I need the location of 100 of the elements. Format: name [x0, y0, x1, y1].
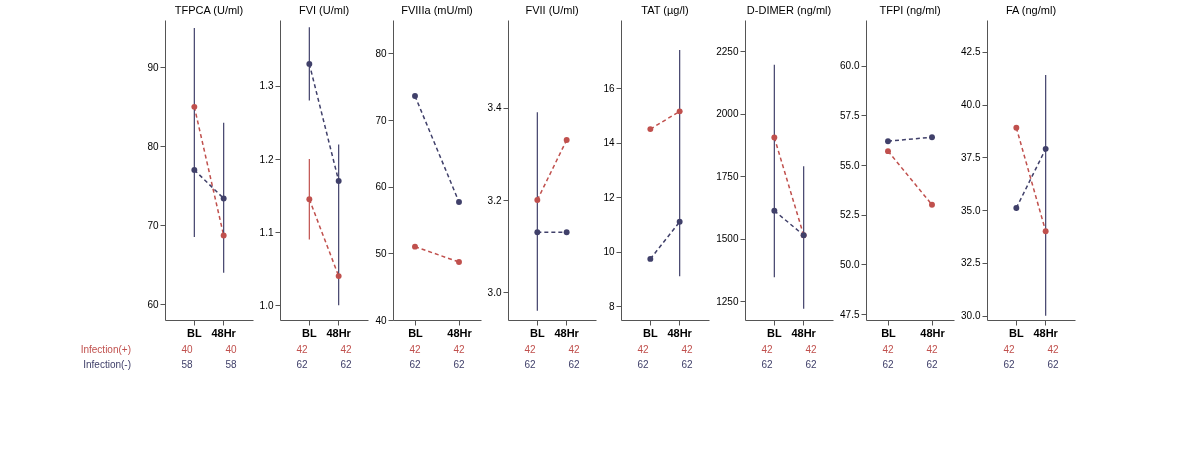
y-tick-label: 52.5 — [840, 209, 860, 221]
text: 42 — [568, 343, 580, 355]
x-tick-label: 48Hr — [326, 326, 352, 339]
y-tick-label: 1.2 — [259, 153, 274, 165]
text: 62 — [681, 358, 693, 370]
point — [534, 229, 541, 236]
x-tick-label: BL — [408, 326, 424, 339]
y-tick-label: 1750 — [716, 170, 739, 182]
text: 62 — [568, 358, 580, 370]
point — [412, 93, 418, 99]
text: 62 — [1047, 358, 1059, 370]
text: 62 — [296, 358, 308, 370]
point — [771, 134, 778, 141]
point — [456, 259, 462, 265]
y-tick-label: 16 — [603, 82, 615, 94]
y-tick-label: 2250 — [716, 45, 739, 57]
x-tick-label: 48Hr — [554, 326, 580, 339]
chart-title: FVI (U/ml) — [298, 4, 350, 16]
y-tick-label: 1.3 — [259, 80, 274, 92]
y-tick-label: 35.0 — [961, 204, 981, 216]
text: 42 — [453, 343, 465, 355]
y-tick-label: 12 — [603, 191, 615, 203]
point — [1042, 145, 1049, 152]
text: 42 — [524, 343, 536, 355]
y-tick-label: 90 — [147, 61, 159, 73]
point — [1042, 228, 1049, 235]
point — [456, 199, 462, 205]
chart-title: FVIIIa (mU/ml) — [401, 4, 473, 16]
x-tick-label: BL — [881, 326, 897, 339]
y-tick-label: 1.0 — [259, 299, 274, 311]
text: 62 — [882, 358, 894, 370]
text: 40 — [181, 343, 193, 355]
y-tick-label: 57.5 — [840, 109, 860, 121]
point — [1013, 124, 1020, 131]
text: 62 — [1003, 358, 1015, 370]
x-tick-label: BL — [767, 326, 782, 339]
text: 42 — [926, 343, 938, 355]
y-tick-label: 3.4 — [487, 102, 502, 114]
text: 42 — [409, 343, 421, 355]
text: 42 — [882, 343, 894, 355]
text: Infection(+) — [80, 343, 131, 355]
point — [885, 148, 891, 155]
text: 62 — [340, 358, 352, 370]
y-tick-label: 3.2 — [487, 194, 502, 206]
text: 62 — [637, 358, 649, 370]
point — [563, 229, 570, 236]
text: 42 — [1047, 343, 1059, 355]
y-tick-label: 1.1 — [259, 226, 274, 238]
y-tick-label: 47.5 — [840, 308, 860, 320]
text: 42 — [805, 343, 817, 355]
y-tick-label: 32.5 — [961, 257, 981, 269]
y-tick-label: 60 — [375, 181, 387, 193]
point — [676, 218, 683, 225]
y-tick-label: 42.5 — [961, 46, 981, 58]
y-tick-label: 70 — [375, 114, 387, 126]
chart-title: FA (ng/ml) — [1005, 4, 1057, 16]
text: 62 — [409, 358, 421, 370]
x-tick-label: 48Hr — [211, 326, 237, 339]
text: 42 — [1003, 343, 1015, 355]
x-tick-label: BL — [643, 326, 658, 339]
point — [885, 138, 891, 145]
point — [929, 134, 935, 141]
x-tick-label: BL — [1009, 326, 1024, 339]
x-tick-label: 48Hr — [1033, 326, 1059, 339]
y-tick-label: 8 — [608, 300, 615, 312]
chart-title: TFPI (ng/ml) — [879, 4, 941, 16]
y-tick-label: 40 — [375, 314, 387, 326]
y-tick-label: 3.0 — [487, 286, 502, 298]
y-tick-label: 40.0 — [961, 99, 981, 111]
text: 62 — [805, 358, 817, 370]
text: 42 — [296, 343, 308, 355]
y-tick-label: 80 — [375, 47, 387, 59]
point — [191, 167, 198, 173]
y-tick-label: 50.0 — [840, 258, 860, 270]
text: Infection(-) — [83, 358, 131, 370]
point — [563, 137, 570, 143]
x-tick-label: BL — [187, 326, 202, 339]
point — [306, 196, 313, 203]
y-tick-label: 37.5 — [961, 151, 981, 163]
text: 42 — [340, 343, 352, 355]
x-tick-label: 48Hr — [447, 326, 473, 339]
text: 40 — [225, 343, 237, 355]
text: 58 — [225, 358, 237, 370]
y-tick-label: 2000 — [716, 108, 739, 120]
point — [534, 197, 541, 203]
text: 62 — [453, 358, 465, 370]
point — [929, 201, 935, 208]
y-tick-label: 50 — [375, 247, 387, 259]
text: 58 — [181, 358, 193, 370]
y-tick-label: 80 — [147, 140, 159, 152]
text: 42 — [681, 343, 693, 355]
text: 62 — [524, 358, 536, 370]
point — [220, 232, 227, 239]
point — [647, 126, 654, 133]
chart-title: FVII (U/ml) — [525, 4, 579, 16]
point — [771, 207, 778, 214]
y-tick-label: 10 — [603, 246, 615, 258]
point — [1013, 205, 1020, 211]
y-tick-label: 70 — [147, 219, 159, 231]
point — [335, 178, 342, 184]
